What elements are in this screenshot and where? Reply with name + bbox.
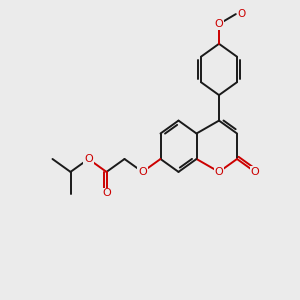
Text: O: O — [237, 8, 246, 19]
Text: O: O — [250, 167, 260, 177]
Text: O: O — [138, 167, 147, 177]
Text: O: O — [214, 19, 224, 29]
Text: O: O — [84, 154, 93, 164]
Text: O: O — [102, 188, 111, 199]
Text: O: O — [214, 167, 224, 177]
